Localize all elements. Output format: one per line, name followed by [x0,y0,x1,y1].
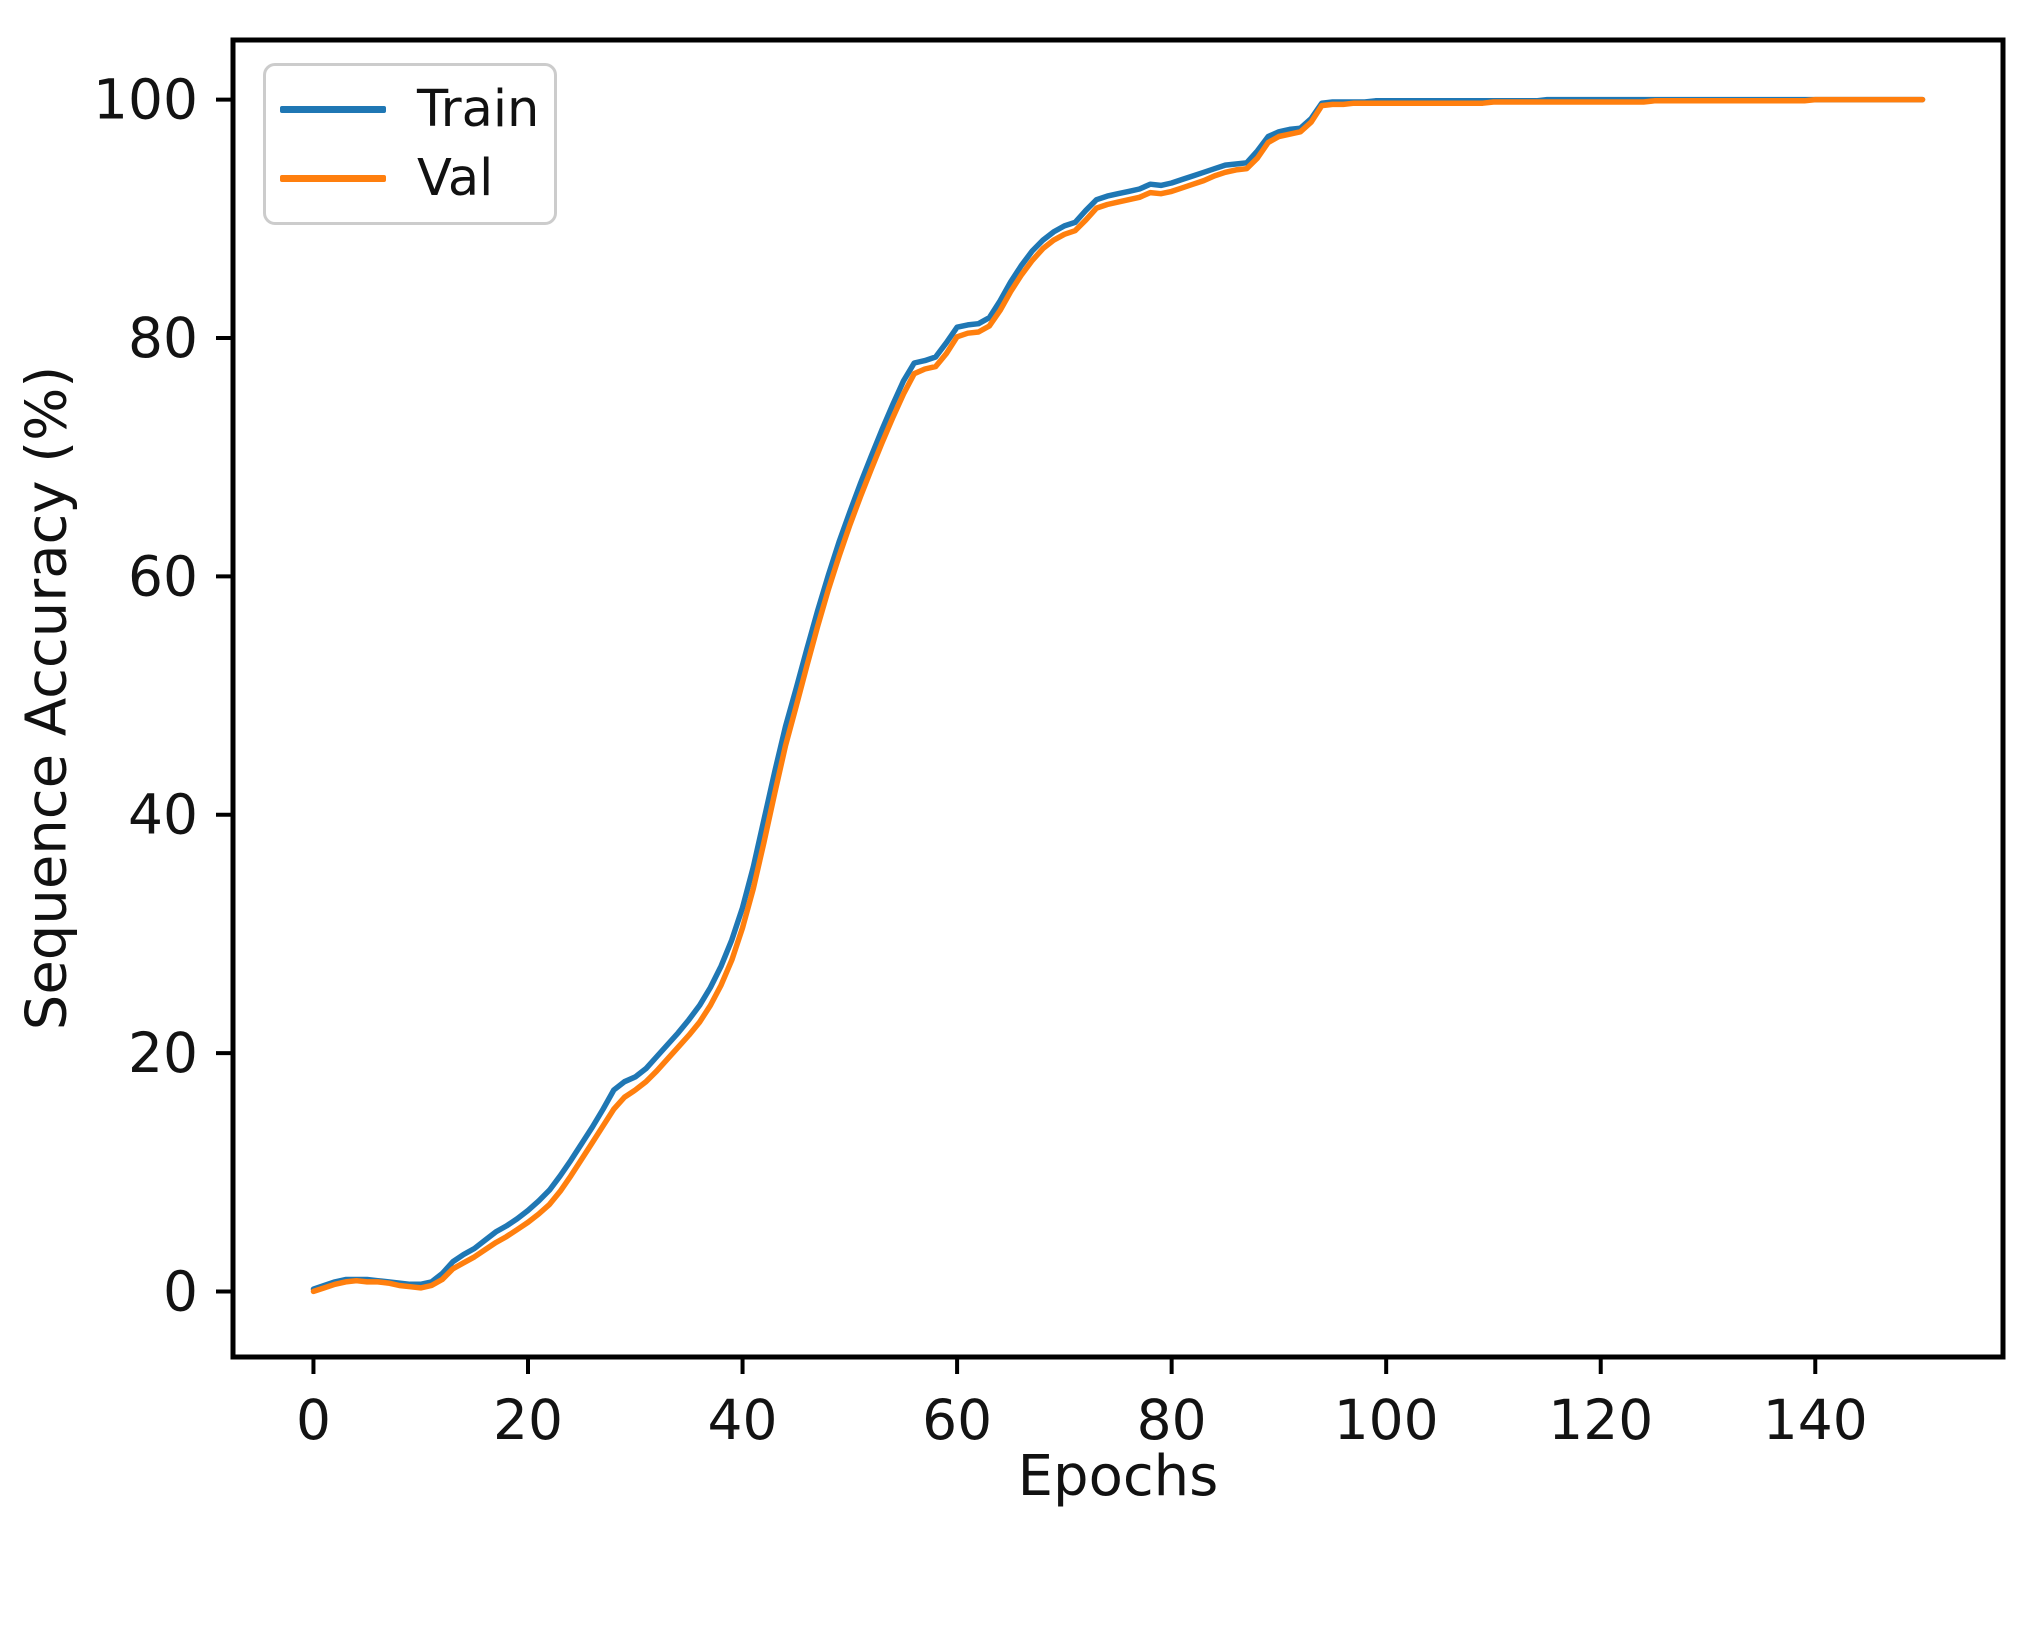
y-tick-label: 20 [128,1021,198,1085]
x-tick-label: 0 [296,1388,331,1452]
val-line [310,96,1926,1295]
train-line [310,96,1926,1292]
legend-label-val: Val [417,149,494,208]
x-tick-label: 80 [1137,1388,1207,1452]
y-axis-label: Sequence Accuracy (%) [14,365,80,1031]
y-tick-label: 60 [128,544,198,608]
train-line-swatch [280,106,386,113]
x-tick-label: 140 [1763,1388,1868,1452]
legend-label-train: Train [417,80,540,139]
plot-border [230,37,2006,1360]
y-tick-label: 40 [128,783,198,847]
legend: Train Val [263,63,557,225]
legend-item-train: Train [280,84,554,135]
y-tick-label: 80 [128,306,198,370]
y-tick-label: 100 [93,68,198,132]
x-tick-label: 100 [1334,1388,1439,1452]
x-tick-label: 120 [1548,1388,1653,1452]
legend-item-val: Val [280,153,554,204]
x-tick-label: 20 [493,1388,563,1452]
y-tick-label: 0 [163,1259,198,1323]
x-tick-label: 40 [708,1388,778,1452]
val-line-swatch [280,175,386,182]
x-tick-label: 60 [922,1388,992,1452]
x-axis-label: Epochs [1017,1444,1219,1509]
